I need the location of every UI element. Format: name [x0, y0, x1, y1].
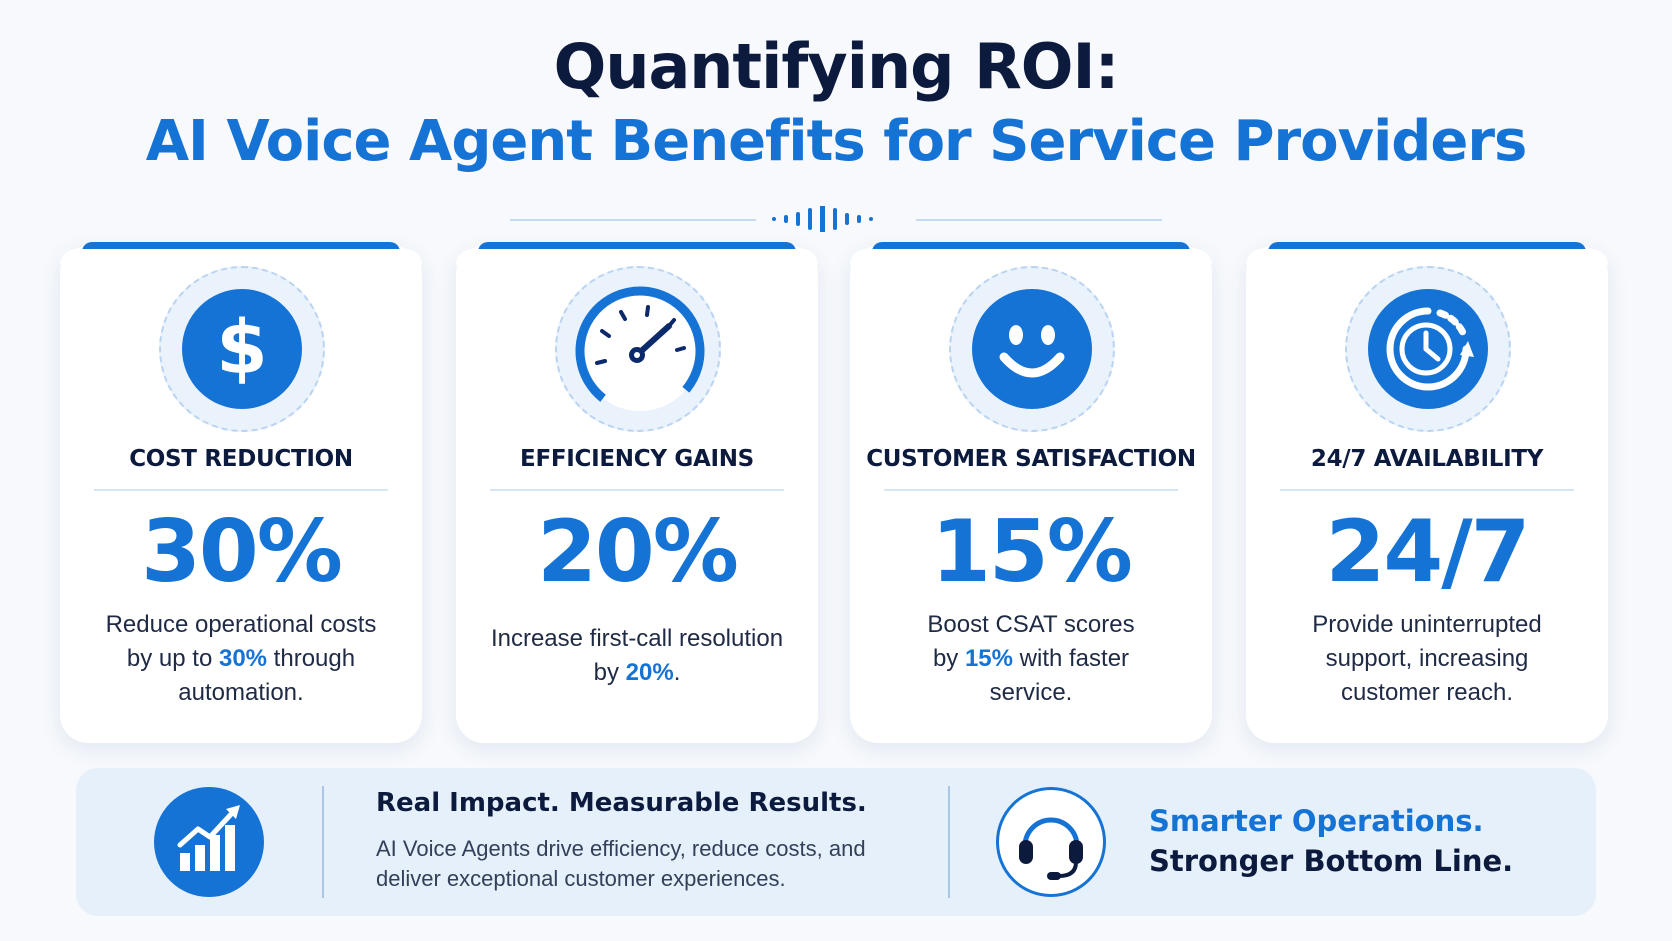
smiley-icon: [972, 289, 1092, 409]
card-description: Boost CSAT scores by 15% with faster ser…: [927, 611, 1135, 706]
growth-chart-icon: [154, 787, 264, 897]
icon-halo: $: [159, 266, 325, 432]
card-accent-bar: [82, 242, 400, 252]
sound-wave-icon: [772, 206, 873, 232]
banner-separator: [322, 786, 324, 898]
icon-halo: [555, 266, 721, 432]
card-title: COST REDUCTION: [129, 446, 353, 472]
banner-tagline-1: Smarter Operations.: [1149, 804, 1484, 838]
card-title: 24/7 AVAILABILITY: [1310, 446, 1544, 472]
speedometer-icon: [575, 286, 705, 416]
card-title: EFFICIENCY GAINS: [520, 446, 754, 472]
divider-line-right: [916, 219, 1162, 221]
card-value: 15%: [931, 502, 1133, 602]
page-header: Quantifying ROI: AI Voice Agent Benefits…: [0, 30, 1672, 178]
card-efficiency-gains: EFFICIENCY GAINS 20% Increase first-call…: [456, 242, 818, 743]
card-divider: [1280, 489, 1574, 491]
banner-separator: [948, 786, 950, 898]
clock-cycle-icon: [1368, 289, 1488, 409]
card-description: Increase first-call resolution by 20%.: [490, 625, 784, 686]
card-divider: [490, 489, 784, 491]
title-divider: [0, 206, 1672, 232]
card-accent-bar: [872, 242, 1190, 252]
card-description: Reduce operational costs by up to 30% th…: [105, 611, 377, 706]
page-subtitle: AI Voice Agent Benefits for Service Prov…: [145, 109, 1528, 174]
card-availability: 24/7 AVAILABILITY 24/7 Provide uninterru…: [1246, 242, 1608, 743]
divider-line-left: [510, 219, 756, 221]
page-title: Quantifying ROI:: [553, 30, 1120, 103]
dollar-icon: $: [182, 289, 302, 409]
banner-tagline-2: Stronger Bottom Line.: [1149, 844, 1514, 878]
headset-icon: [996, 787, 1106, 897]
summary-banner: Real Impact. Measurable Results. AI Voic…: [76, 768, 1596, 916]
card-divider: [94, 489, 388, 491]
card-value: 24/7: [1325, 502, 1531, 602]
card-customer-satisfaction: CUSTOMER SATISFACTION 15% Boost CSAT sco…: [850, 242, 1212, 743]
banner-heading: Real Impact. Measurable Results.: [376, 788, 867, 818]
card-accent-bar: [1268, 242, 1586, 252]
card-description: Provide uninterrupted support, increasin…: [1312, 611, 1542, 706]
card-title: CUSTOMER SATISFACTION: [866, 446, 1196, 472]
card-value: 20%: [537, 502, 739, 602]
icon-halo: [949, 266, 1115, 432]
card-cost-reduction: $ COST REDUCTION 30% Reduce operational …: [60, 242, 422, 743]
icon-halo: [1345, 266, 1511, 432]
card-divider: [884, 489, 1178, 491]
card-accent-bar: [478, 242, 796, 252]
svg-text:$: $: [216, 305, 268, 391]
card-value: 30%: [141, 502, 343, 602]
banner-text: AI Voice Agents drive efficiency, reduce…: [376, 836, 866, 891]
